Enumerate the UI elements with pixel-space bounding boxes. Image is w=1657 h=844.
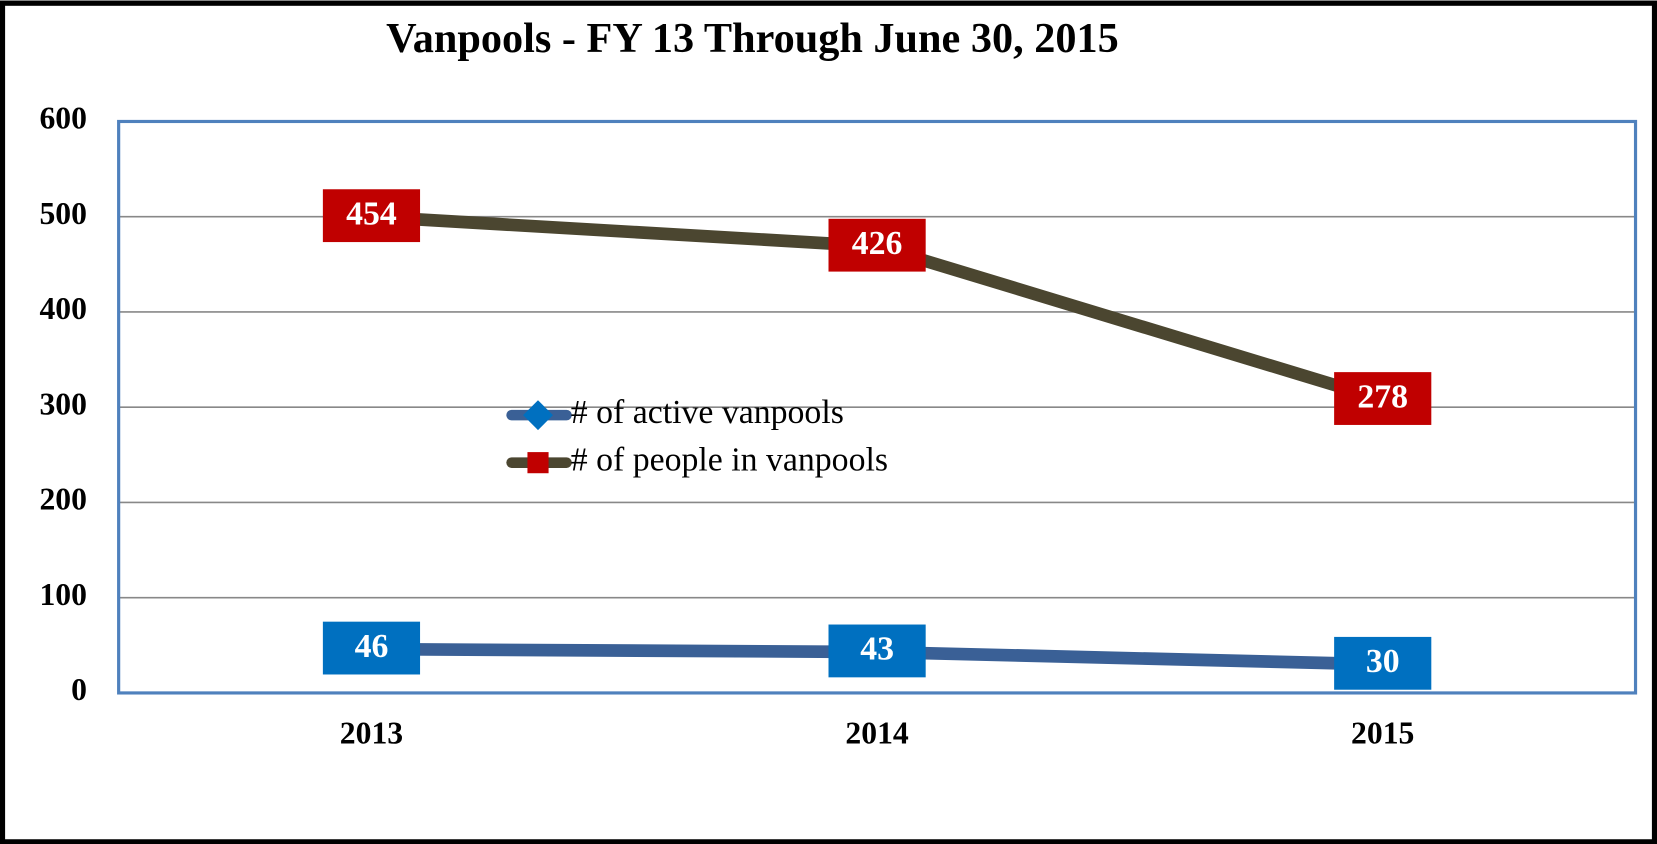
legend-label: # of active vanpools [571, 394, 844, 431]
data-label: 43 [860, 631, 894, 668]
y-tick-label: 300 [39, 386, 87, 421]
legend-marker [523, 400, 553, 431]
y-tick-label: 400 [39, 291, 87, 326]
data-label-box [1334, 636, 1432, 690]
data-label-box [322, 189, 421, 243]
data-label: 30 [1366, 643, 1400, 680]
chart-title: Vanpools - FY 13 Through June 30, 2015 [386, 15, 1119, 62]
x-tick-label: 2013 [340, 716, 403, 751]
plot-border [117, 119, 1638, 695]
y-tick-label: 100 [39, 577, 87, 612]
data-label: 278 [1357, 378, 1408, 415]
x-tick-label: 2014 [845, 716, 909, 751]
legend-label: # of people in vanpools [571, 441, 888, 478]
y-tick-label: 200 [39, 482, 87, 517]
legend-marker [527, 452, 549, 474]
y-tick-label: 600 [39, 101, 87, 136]
y-tick-label: 500 [39, 196, 87, 231]
y-tick-label: 0 [71, 672, 87, 707]
data-label-box [322, 621, 421, 675]
data-label-box [828, 218, 926, 272]
data-label: 46 [355, 628, 389, 665]
data-label-box [828, 624, 926, 678]
data-label-box [1334, 372, 1432, 425]
data-label: 454 [346, 195, 397, 232]
x-tick-label: 2015 [1351, 716, 1414, 751]
data-label: 426 [852, 225, 903, 262]
